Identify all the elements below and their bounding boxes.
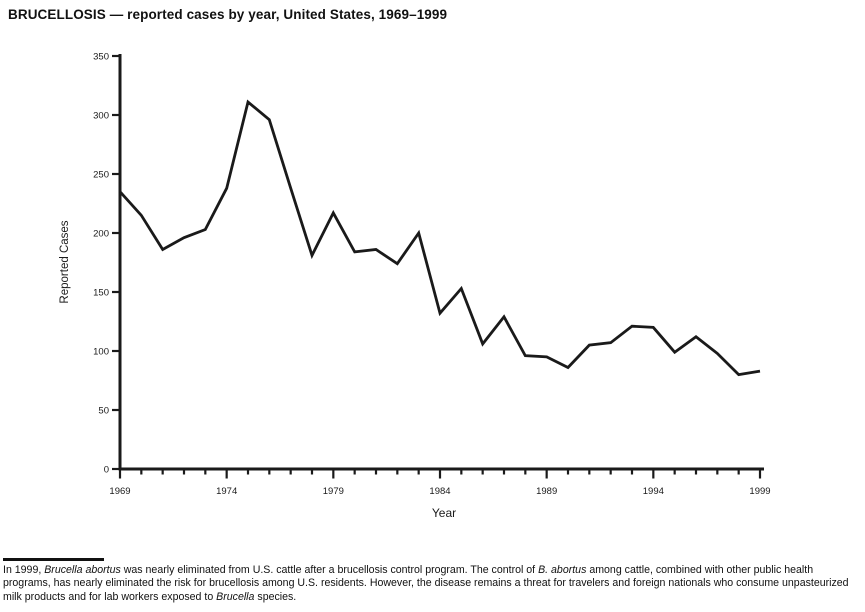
x-tick-label: 1989 [536,486,557,497]
y-tick-label: 150 [93,288,109,299]
chart-svg: 0 50 100 150 200 250 300 350 1969 1974 1979 1984 198… [59,52,771,521]
footnote-italic-term: Brucella [216,590,255,603]
chart-title: BRUCELLOSIS — reported cases by year, Un… [8,7,448,22]
x-tick-label: 1994 [643,486,664,497]
footnote-segment: among cattle, combined with other public… [3,564,849,603]
footnote-divider [3,558,104,561]
y-tick-label: 250 [93,170,109,181]
y-tick-label: 300 [93,111,109,122]
y-tick-label: 100 [93,347,109,358]
footnote-italic-term: Brucella abortus [44,564,121,576]
footnote-italic-term: B. abortus [538,564,587,576]
footnote-segment: In 1999, [3,564,45,576]
y-axis-title: Reported Cases [59,220,71,303]
x-tick-label: 1999 [749,486,770,497]
footnote-segment: species. [257,590,297,603]
y-tick-label: 0 [104,465,109,476]
footnote-text: In 1999, Brucella abortus was nearly elim… [0,564,865,604]
y-tick-label: 200 [93,229,109,240]
x-tick-label: 1974 [216,486,237,497]
x-tick-label: 1969 [109,486,130,497]
x-axis-title: Year [432,506,456,520]
footnote: In 1999, Brucella abortus was nearly elim… [0,558,865,604]
x-tick-label: 1979 [323,486,344,497]
x-tick-label: 1984 [429,486,450,497]
cases-line [118,99,761,377]
footnote-segment: was nearly eliminated from U.S. cattle a… [123,564,539,576]
y-tick-label: 50 [98,406,109,417]
y-tick-label: 350 [93,52,109,63]
